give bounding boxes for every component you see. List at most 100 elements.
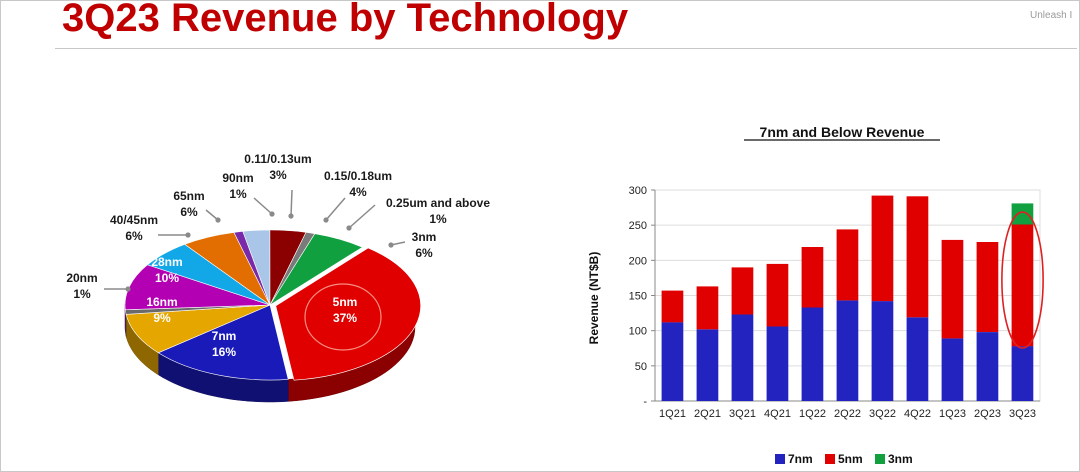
leader-line-9: [325, 197, 346, 221]
x-tick-label-3Q23: 3Q23: [1009, 408, 1036, 420]
leader-dot-10: [346, 225, 352, 231]
bar-5nm-1Q21: [661, 290, 684, 323]
pie-pct-6: 6%: [180, 205, 198, 219]
y-axis-label: Revenue (NT$B): [587, 252, 601, 345]
legend-swatch-7nm: [775, 454, 785, 464]
pie-label-6: 65nm: [173, 189, 204, 203]
pie-label-3: 20nm: [66, 271, 97, 285]
pie-leader-lines: [104, 189, 406, 292]
bar-stacks: [661, 195, 1044, 401]
legend-label-5nm: 5nm: [838, 452, 863, 466]
pie-pct-9: 4%: [349, 185, 367, 199]
leader-dot-5: [185, 232, 191, 238]
pie-label-0: 5nm: [333, 295, 358, 309]
pie-pct-11: 6%: [415, 246, 433, 260]
y-axis-ticks: - 50 100 150 200 250 300: [629, 185, 1040, 408]
bar-legend: 7nm 5nm 3nm: [775, 452, 913, 466]
bar-5nm-3Q22: [871, 195, 894, 302]
pie-slice-28nm: [124, 264, 271, 311]
pie-pct-5: 6%: [125, 229, 143, 243]
pie-pct-4: 10%: [155, 271, 179, 285]
bar-5nm-4Q21: [766, 263, 789, 327]
highlight-ellipse-3Q23: [1001, 211, 1044, 349]
bar-5nm-2Q21: [696, 286, 719, 330]
slide-title: 3Q23 Revenue by Technology: [62, 0, 629, 40]
bar-5nm-4Q22: [906, 196, 929, 318]
x-tick-label-1Q21: 1Q21: [659, 408, 686, 420]
pie-label-9: 0.15/0.18um: [324, 169, 392, 183]
pie-label-8: 0.11/0.13um: [244, 152, 311, 166]
x-tick-label-4Q21: 4Q21: [764, 408, 791, 420]
pie-label-10: 0.25um and above: [386, 196, 490, 210]
pie-label-7: 90nm: [222, 171, 253, 185]
leader-dot-11: [388, 242, 394, 248]
bar-7nm-1Q22: [801, 307, 824, 401]
bar-7nm-4Q22: [906, 317, 929, 401]
y-tick-label-2: 100: [629, 326, 647, 338]
bar-7nm-1Q21: [661, 322, 684, 401]
pie-label-2: 16nm: [146, 295, 177, 309]
pie-slice-16nm: [125, 304, 271, 354]
leader-line-7: [253, 197, 273, 215]
y-tick-label-6: 300: [629, 185, 647, 197]
pie-pct-2: 9%: [153, 311, 171, 325]
pie-labels: 5nm 37% 7nm 16% 16nm 9% 20nm 1% 28nm 10% 40/45nm 6%…: [66, 152, 490, 359]
leader-dot-6: [215, 217, 221, 223]
bar-5nm-3Q23: [1011, 224, 1034, 347]
legend-swatch-5nm: [825, 454, 835, 464]
bar-5nm-3Q21: [731, 267, 754, 315]
x-tick-label-2Q22: 2Q22: [834, 408, 861, 420]
y-tick-label-3: 150: [629, 291, 647, 303]
leader-line-6: [205, 209, 219, 221]
pie-pct-3: 1%: [73, 287, 91, 301]
pie-pct-10: 1%: [429, 212, 447, 226]
5nm-highlight-ring: [304, 283, 382, 351]
leader-dot-9: [323, 217, 329, 223]
bar-7nm-4Q21: [766, 326, 789, 401]
y-tick-label-5: 250: [629, 220, 647, 232]
pie-label-11: 3nm: [412, 230, 437, 244]
pie-pct-8: 3%: [269, 168, 287, 182]
leader-dot-7: [269, 211, 275, 217]
pie-slices: [124, 229, 421, 403]
bar-7nm-2Q23: [976, 332, 999, 401]
bar-7nm-2Q21: [696, 329, 719, 401]
pie-slice-5nm: [275, 247, 421, 381]
bar-7nm-3Q23: [1011, 346, 1034, 401]
legend-swatch-3nm: [875, 454, 885, 464]
x-tick-label-1Q22: 1Q22: [799, 408, 826, 420]
bar-5nm-1Q23: [941, 239, 964, 339]
bar-7nm-2Q22: [836, 300, 859, 401]
pie-label-1: 7nm: [212, 329, 237, 343]
x-tick-label-4Q22: 4Q22: [904, 408, 931, 420]
legend-label-7nm: 7nm: [788, 452, 813, 466]
bar-5nm-1Q22: [801, 247, 824, 308]
y-tick-label-0: -: [643, 396, 647, 408]
x-tick-label-1Q23: 1Q23: [939, 408, 966, 420]
pie-pct-7: 1%: [229, 187, 247, 201]
bar-3nm-3Q23: [1011, 203, 1034, 225]
bar-7nm-3Q22: [871, 301, 894, 401]
y-tick-label-1: 50: [635, 361, 647, 373]
leader-dot-8: [288, 213, 294, 219]
x-tick-label-3Q21: 3Q21: [729, 408, 756, 420]
bar-7nm-1Q23: [941, 338, 964, 401]
x-tick-label-3Q22: 3Q22: [869, 408, 896, 420]
legend-label-3nm: 3nm: [888, 452, 913, 466]
pie-pct-1: 16%: [212, 345, 236, 359]
pie-slice-3nm: [269, 233, 364, 306]
pie-chart: 5nm 37% 7nm 16% 16nm 9% 20nm 1% 28nm 10% 40/45nm 6%…: [66, 152, 490, 403]
bar-7nm-3Q21: [731, 314, 754, 401]
pie-label-5: 40/45nm: [110, 213, 158, 227]
leader-line-8: [290, 189, 293, 217]
title-divider: [55, 48, 1077, 49]
bar-5nm-2Q23: [976, 242, 999, 332]
x-axis-ticks: 1Q21 2Q21 3Q21 4Q21 1Q22 2Q22 3Q22 4Q22 1Q23 2Q23…: [659, 408, 1036, 420]
pie-pct-0: 37%: [333, 311, 357, 325]
leader-dot-3: [125, 286, 131, 292]
bar-chart-title: 7nm and Below Revenue: [760, 124, 925, 140]
bar-5nm-2Q22: [836, 229, 859, 301]
y-tick-label-4: 200: [629, 255, 647, 267]
brand-tagline: Unleash Innovation: [1030, 10, 1072, 21]
